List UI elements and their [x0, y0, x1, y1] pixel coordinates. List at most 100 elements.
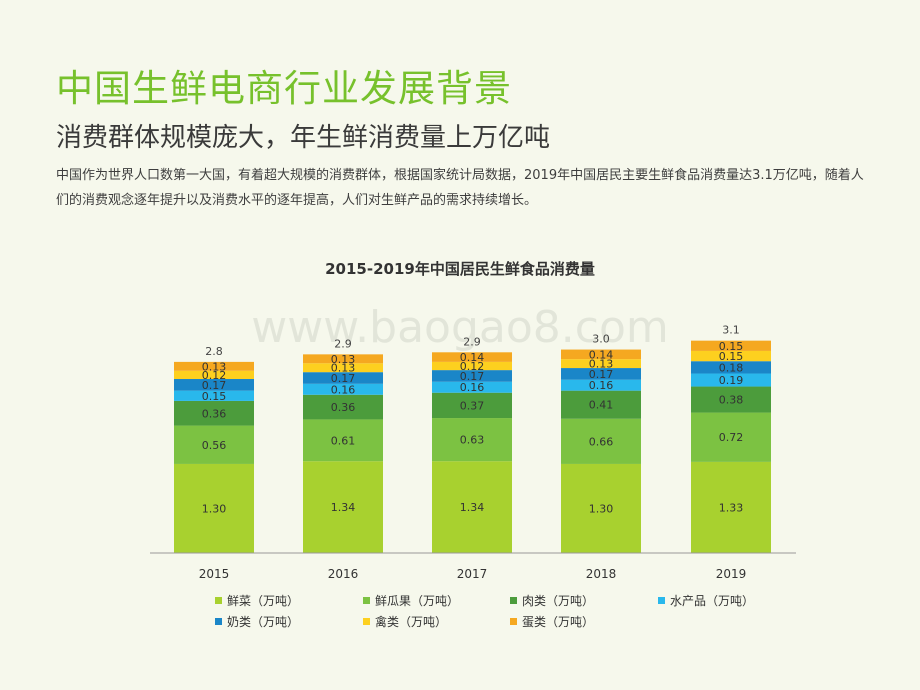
bar-segment-2018-s5: [561, 359, 641, 369]
legend-label: 鲜菜（万吨）: [227, 594, 300, 608]
data-label-2017-s3: 0.16: [460, 381, 485, 394]
data-label-2015-s6: 0.13: [202, 360, 227, 373]
bar-segment-2016-s0: [303, 461, 383, 553]
data-label-2017-s5: 0.12: [460, 360, 485, 373]
data-label-2016-s2: 0.36: [331, 401, 356, 414]
bar-segment-2017-s3: [432, 381, 512, 393]
legend-item-3: 水产品（万吨）: [658, 592, 754, 609]
bar-segment-2015-s6: [174, 361, 254, 371]
data-label-2016-s4: 0.17: [331, 372, 356, 385]
data-label-2019-s3: 0.19: [719, 374, 744, 387]
data-label-2016-s0: 1.34: [331, 501, 356, 514]
bar-segment-2019-s0: [691, 461, 771, 553]
legend-label: 水产品（万吨）: [670, 594, 755, 608]
legend-swatch-icon: [510, 597, 517, 604]
bar-segment-2018-s0: [561, 463, 641, 553]
x-tick-label-2017: 2017: [457, 567, 488, 581]
page-subtitle: 消费群体规模庞大，年生鲜消费量上万亿吨: [56, 123, 551, 153]
x-tick-label-2018: 2018: [586, 567, 617, 581]
data-label-2018-s0: 1.30: [589, 502, 614, 515]
bar-segment-2019-s6: [691, 340, 771, 351]
data-label-2016-s6: 0.13: [331, 353, 356, 366]
legend-swatch-icon: [363, 597, 370, 604]
data-label-2015-s2: 0.36: [202, 407, 227, 420]
total-label-2015: 2.8: [205, 345, 223, 358]
data-label-2017-s4: 0.17: [460, 370, 485, 383]
bar-segment-2018-s4: [561, 368, 641, 380]
bar-segment-2017-s5: [432, 361, 512, 371]
legend-swatch-icon: [215, 618, 222, 625]
data-label-2016-s3: 0.16: [331, 383, 356, 396]
bar-segment-2019-s5: [691, 350, 771, 362]
bar-segment-2015-s0: [174, 463, 254, 553]
bar-segment-2016-s1: [303, 419, 383, 462]
bar-segment-2017-s0: [432, 461, 512, 553]
legend-swatch-icon: [658, 597, 665, 604]
data-label-2017-s1: 0.63: [460, 434, 485, 447]
data-label-2018-s3: 0.16: [589, 379, 614, 392]
legend-item-1: 鲜瓜果（万吨）: [363, 592, 459, 609]
watermark-text: www.baogao8.com: [251, 302, 668, 353]
legend-label: 奶类（万吨）: [227, 615, 300, 629]
bar-segment-2019-s4: [691, 361, 771, 374]
data-label-2015-s1: 0.56: [202, 439, 227, 452]
chart-title: 2015-2019年中国居民生鲜食品消费量: [325, 260, 595, 278]
bar-segment-2016-s6: [303, 354, 383, 364]
bar-segment-2015-s5: [174, 370, 254, 380]
data-label-2018-s5: 0.13: [589, 358, 614, 371]
bar-segment-2017-s1: [432, 418, 512, 462]
data-label-2015-s5: 0.12: [202, 369, 227, 382]
intro-paragraph: 中国作为世界人口数第一大国，有着超大规模的消费群体，根据国家统计局数据，2019…: [56, 168, 864, 208]
legend-label: 禽类（万吨）: [375, 615, 448, 629]
bar-segment-2019-s1: [691, 412, 771, 462]
data-label-2015-s0: 1.30: [202, 502, 227, 515]
data-label-2017-s6: 0.14: [460, 351, 485, 364]
bar-segment-2015-s4: [174, 379, 254, 391]
data-label-2016-s1: 0.61: [331, 434, 356, 447]
data-label-2018-s4: 0.17: [589, 368, 614, 381]
legend-swatch-icon: [363, 618, 370, 625]
bar-segment-2016-s3: [303, 383, 383, 395]
legend-item-2: 肉类（万吨）: [510, 592, 594, 609]
legend-item-4: 奶类（万吨）: [215, 613, 299, 630]
x-tick-label-2019: 2019: [716, 567, 747, 581]
data-label-2018-s1: 0.66: [589, 435, 614, 448]
bar-segment-2018-s2: [561, 390, 641, 419]
bar-segment-2015-s2: [174, 400, 254, 426]
data-label-2018-s6: 0.14: [589, 348, 614, 361]
total-label-2017: 2.9: [463, 335, 481, 348]
data-label-2018-s2: 0.41: [589, 399, 614, 412]
data-label-2019-s2: 0.38: [719, 394, 744, 407]
legend-item-0: 鲜菜（万吨）: [215, 592, 299, 609]
data-label-2015-s3: 0.15: [202, 390, 227, 403]
legend-label: 蛋类（万吨）: [522, 615, 595, 629]
bar-segment-2018-s6: [561, 349, 641, 360]
total-label-2018: 3.0: [592, 333, 610, 346]
data-label-2019-s4: 0.18: [719, 361, 744, 374]
legend-swatch-icon: [215, 597, 222, 604]
page-title: 中国生鲜电商行业发展背景: [56, 67, 512, 110]
data-label-2017-s2: 0.37: [460, 399, 485, 412]
bar-segment-2017-s4: [432, 370, 512, 382]
bar-segment-2017-s2: [432, 392, 512, 419]
bar-segment-2015-s1: [174, 425, 254, 464]
bar-segment-2016-s5: [303, 363, 383, 373]
legend-item-5: 禽类（万吨）: [363, 613, 447, 630]
data-label-2019-s1: 0.72: [719, 431, 744, 444]
total-label-2016: 2.9: [334, 337, 352, 350]
bar-segment-2019-s3: [691, 373, 771, 387]
bar-segment-2018-s1: [561, 418, 641, 464]
legend-item-6: 蛋类（万吨）: [510, 613, 594, 630]
bar-segment-2016-s2: [303, 394, 383, 420]
bar-segment-2015-s3: [174, 390, 254, 401]
data-label-2019-s5: 0.15: [719, 350, 744, 363]
bar-segment-2018-s3: [561, 379, 641, 391]
data-label-2017-s0: 1.34: [460, 501, 485, 514]
bar-segment-2016-s4: [303, 372, 383, 384]
x-tick-label-2015: 2015: [199, 567, 230, 581]
data-label-2015-s4: 0.17: [202, 379, 227, 392]
x-tick-label-2016: 2016: [328, 567, 359, 581]
total-label-2019: 3.1: [722, 324, 740, 337]
legend-swatch-icon: [510, 618, 517, 625]
